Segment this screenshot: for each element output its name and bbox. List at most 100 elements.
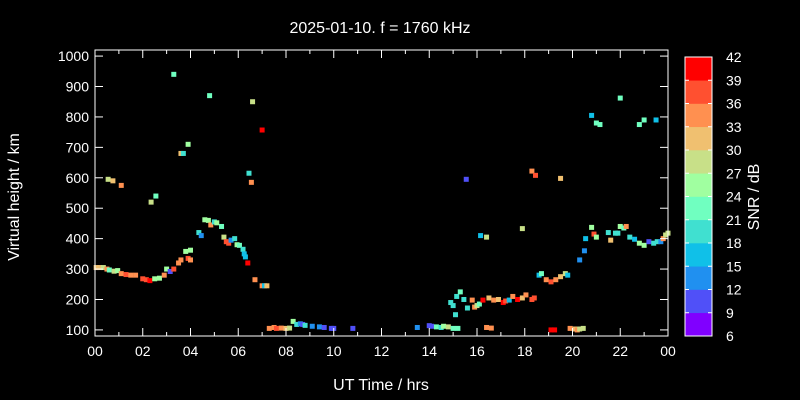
colorbar-band <box>685 173 712 197</box>
data-point <box>450 303 456 309</box>
data-point <box>552 327 558 333</box>
colorbar-tick-label: 27 <box>726 165 742 181</box>
data-point <box>148 199 154 205</box>
data-point <box>548 327 554 333</box>
data-point <box>591 231 597 237</box>
x-tick-label: 18 <box>517 343 533 359</box>
data-point <box>543 277 549 283</box>
data-point <box>617 223 623 229</box>
data-point <box>519 226 525 232</box>
colorbar-band <box>685 80 712 104</box>
data-point <box>205 217 211 223</box>
data-point <box>214 220 220 226</box>
data-point <box>515 296 521 302</box>
data-point <box>484 234 490 240</box>
data-point <box>259 127 265 133</box>
data-point <box>593 120 599 126</box>
data-point <box>111 268 117 274</box>
data-point <box>454 293 460 299</box>
colorbar-tick-label: 12 <box>726 282 742 298</box>
data-point <box>651 240 657 246</box>
x-tick-label: 02 <box>135 343 151 359</box>
y-axis: 100 200 300 400 500 600 700 800 900 1000 <box>58 48 668 338</box>
x-axis-label: UT Time / hrs <box>333 377 429 394</box>
data-point <box>480 297 486 303</box>
data-point <box>188 257 193 263</box>
colorbar-tick-label: 30 <box>726 142 742 158</box>
data-point <box>350 325 356 331</box>
data-point <box>553 277 559 283</box>
data-point <box>580 325 586 331</box>
data-point <box>294 321 300 327</box>
data-points <box>93 71 671 333</box>
data-point <box>219 223 225 229</box>
data-point <box>429 323 435 329</box>
data-point <box>196 230 202 236</box>
data-point <box>118 271 124 277</box>
data-point <box>241 251 247 257</box>
data-point <box>232 236 238 242</box>
data-point <box>548 279 554 285</box>
data-point <box>207 93 213 99</box>
data-point <box>245 260 251 266</box>
data-point <box>302 322 308 328</box>
colorbar-band <box>685 126 712 151</box>
data-point <box>615 230 621 236</box>
data-point <box>208 222 214 228</box>
y-tick-label: 300 <box>66 261 90 277</box>
x-tick-label: 00 <box>660 343 676 359</box>
data-point <box>176 260 182 266</box>
y-tick-label: 500 <box>66 200 90 216</box>
data-point <box>188 247 193 253</box>
data-point <box>264 283 270 289</box>
data-point <box>147 278 153 284</box>
data-point <box>589 224 595 230</box>
data-point <box>321 324 327 330</box>
y-tick-label: 800 <box>66 109 90 125</box>
data-point <box>583 236 589 242</box>
colorbar-band <box>685 57 712 81</box>
data-point <box>463 176 469 182</box>
data-point <box>100 265 106 271</box>
data-point <box>453 312 459 318</box>
data-point <box>589 112 595 118</box>
y-axis-label: Virtual height / km <box>6 133 23 261</box>
colorbar-band <box>685 312 712 337</box>
data-point <box>538 271 544 277</box>
data-point <box>593 234 599 240</box>
colorbar-band <box>685 289 712 314</box>
data-point <box>597 122 603 128</box>
data-point <box>577 326 583 332</box>
data-point <box>461 296 467 302</box>
data-point <box>110 178 116 184</box>
colorbar-tick-label: 9 <box>726 305 734 321</box>
x-tick-label: 04 <box>183 343 199 359</box>
colorbar-tick-label: 15 <box>726 258 742 274</box>
data-point <box>180 150 186 156</box>
data-point <box>646 239 652 245</box>
data-point <box>445 324 451 330</box>
colorbar-tick-label: 36 <box>726 96 742 112</box>
colorbar-band <box>685 243 712 267</box>
data-point <box>486 295 492 301</box>
colorbar: 6 9 12 15 18 21 24 27 30 33 36 39 42 <box>684 49 742 344</box>
y-tick-label: 100 <box>66 322 90 338</box>
data-point <box>495 296 501 302</box>
data-point <box>433 324 439 330</box>
data-point <box>506 297 512 303</box>
x-tick-label: 06 <box>230 343 246 359</box>
colorbar-band <box>685 266 712 290</box>
x-tick-label: 22 <box>612 343 628 359</box>
x-tick-label: 00 <box>87 343 103 359</box>
data-point <box>608 237 614 243</box>
colorbar-band <box>685 103 712 128</box>
data-point <box>605 230 611 236</box>
y-tick-label: 700 <box>66 139 90 155</box>
data-point <box>250 99 256 105</box>
colorbar-band <box>685 219 712 244</box>
colorbar-tick-label: 33 <box>726 119 742 135</box>
colorbar-tick-label: 24 <box>726 189 742 205</box>
data-point <box>202 217 208 223</box>
data-point <box>123 272 129 278</box>
